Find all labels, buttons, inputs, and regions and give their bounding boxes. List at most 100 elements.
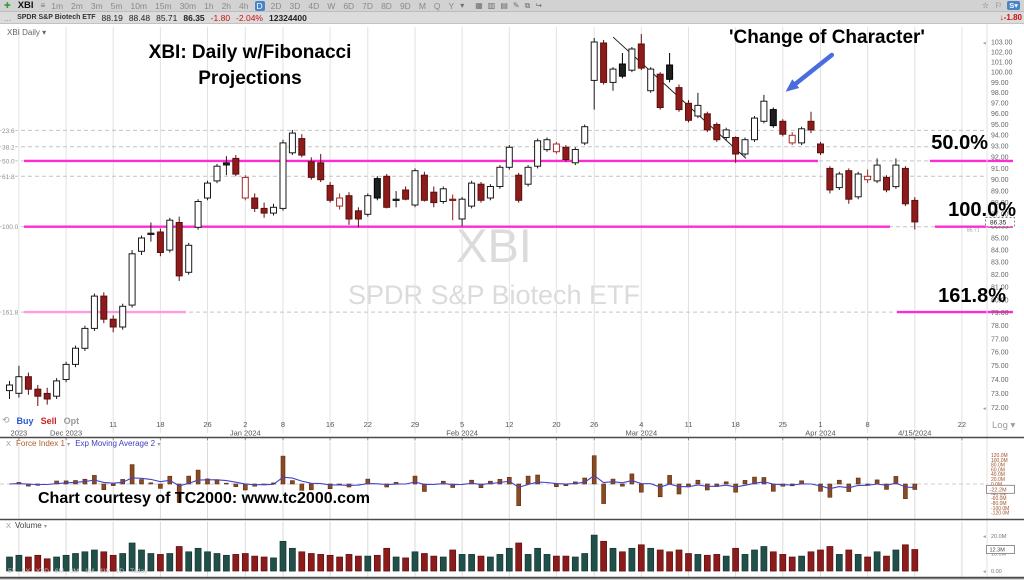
timeframe-2m[interactable]: 2m bbox=[71, 0, 83, 11]
timeframe-4D[interactable]: 4D bbox=[308, 0, 320, 11]
timeframe-D[interactable]: D bbox=[254, 0, 265, 11]
svg-text:◂: ◂ bbox=[983, 40, 986, 46]
chart-area: XBI SPDR S&P Biotech ETF 23.6 38.2 50.0 61.… bbox=[0, 24, 1024, 580]
svg-text:92.00: 92.00 bbox=[991, 155, 1009, 162]
trade-buttons: ⟲ Buy Sell Opt bbox=[2, 415, 79, 426]
timeframe-3D[interactable]: 3D bbox=[289, 0, 301, 11]
quote-low: 85.71 bbox=[156, 12, 178, 23]
timeframe-1h[interactable]: 1h bbox=[204, 0, 214, 11]
timeframe-M[interactable]: M bbox=[418, 0, 426, 11]
share-icon[interactable]: ↪ bbox=[535, 0, 543, 10]
options-button[interactable]: Opt bbox=[63, 415, 80, 426]
sell-button[interactable]: Sell bbox=[40, 415, 57, 426]
draw-icon[interactable]: ✎ bbox=[512, 0, 520, 10]
volume-close-button[interactable]: X bbox=[6, 521, 12, 530]
svg-text:80.00: 80.00 bbox=[991, 297, 1009, 304]
timeframe-list: 1m 2m 3m 5m 10m 15m 30m 1h 2h 4h D 2D 3D 4D W 6D 7D 8D 9D M… bbox=[49, 0, 456, 11]
timeframe-5m[interactable]: 5m bbox=[110, 0, 123, 11]
caret-down-icon[interactable]: ▾ bbox=[460, 1, 465, 10]
timeframe-3m[interactable]: 3m bbox=[90, 0, 103, 11]
svg-text:78.00: 78.00 bbox=[991, 323, 1009, 330]
svg-text:Dec 2023: Dec 2023 bbox=[50, 429, 82, 438]
svg-text:26: 26 bbox=[203, 420, 211, 429]
svg-text:84.00: 84.00 bbox=[991, 248, 1009, 255]
svg-text:100.0M: 100.0M bbox=[991, 458, 1008, 464]
svg-text:29: 29 bbox=[411, 420, 419, 429]
svg-text:-100.0M: -100.0M bbox=[991, 506, 1009, 512]
log-scale-toggle[interactable]: Log ▾ bbox=[992, 420, 1016, 431]
ema-label[interactable]: Exp Moving Average 2 ▾ bbox=[75, 439, 161, 448]
volume-toggle-icon[interactable]: ▥ bbox=[487, 0, 496, 10]
range-button-ytd[interactable]: YTD bbox=[35, 568, 49, 575]
svg-text:Mar 2024: Mar 2024 bbox=[625, 429, 657, 438]
svg-text:◂: ◂ bbox=[983, 534, 986, 540]
svg-text:120.0M: 120.0M bbox=[991, 453, 1008, 459]
svg-text:Jan 2024: Jan 2024 bbox=[230, 429, 261, 438]
flag-icon[interactable]: ⚐ bbox=[995, 1, 1003, 10]
timeframe-9D[interactable]: 9D bbox=[399, 0, 411, 11]
svg-text:96.00: 96.00 bbox=[991, 111, 1009, 118]
panel-separators[interactable] bbox=[0, 436, 1024, 580]
quote-open: 88.19 bbox=[101, 12, 123, 23]
price-axis[interactable]: 72.00 ◂ 73.00 74.00 75.00 76.00 77.00 78.00 79.0… bbox=[967, 24, 1015, 577]
timeframe-Q[interactable]: Q bbox=[433, 0, 441, 11]
svg-text:5: 5 bbox=[460, 420, 464, 429]
notes-icon[interactable]: ▤ bbox=[500, 0, 508, 10]
range-button-1m[interactable]: 1M bbox=[84, 568, 94, 575]
fib-retracement-lines: 23.6 38.2 50.0 61.8 100.0 161.8 bbox=[0, 127, 986, 318]
range-button-5y[interactable]: 5Y bbox=[8, 568, 16, 575]
svg-text:75.00: 75.00 bbox=[991, 363, 1009, 370]
change-of-character-annotation: 'Change of Character' bbox=[729, 27, 925, 48]
fib-161-label: 161.8% bbox=[938, 285, 1006, 307]
svg-text:61.8: 61.8 bbox=[2, 174, 15, 181]
range-button-1d[interactable]: 1D bbox=[115, 568, 125, 575]
timeframe-8D[interactable]: 8D bbox=[381, 0, 392, 11]
chart-style-icon[interactable]: ▦ bbox=[475, 0, 483, 10]
add-symbol-icon: ✚ bbox=[4, 1, 11, 10]
svg-text:2: 2 bbox=[243, 420, 247, 429]
timeframe-W[interactable]: W bbox=[327, 0, 336, 11]
range-button-6m[interactable]: 6M bbox=[54, 568, 64, 575]
sort-badge[interactable]: S▾ bbox=[1007, 1, 1020, 10]
range-button-1w[interactable]: 1W bbox=[100, 568, 110, 575]
security-name: SPDR S&P Biotech ETF bbox=[17, 14, 96, 21]
trade-refresh-icon[interactable]: ⟲ bbox=[2, 415, 10, 425]
force-index-close-button[interactable]: X bbox=[6, 439, 12, 448]
timeframe-30m[interactable]: 30m bbox=[179, 0, 197, 11]
svg-text:Feb 2024: Feb 2024 bbox=[446, 429, 478, 438]
svg-text:88.00: 88.00 bbox=[991, 200, 1009, 207]
timeframe-10m[interactable]: 10m bbox=[130, 0, 148, 11]
quote-change-pct: -2.04% bbox=[236, 12, 263, 23]
buy-button[interactable]: Buy bbox=[16, 415, 34, 426]
menu-icon[interactable]: ≡ bbox=[40, 1, 46, 10]
quote-change: -1.80 bbox=[210, 12, 231, 23]
force-index-label[interactable]: Force Index 1 ▾ bbox=[16, 439, 71, 448]
volume-label[interactable]: Volume ▾ bbox=[15, 521, 47, 530]
svg-text:20.0M: 20.0M bbox=[991, 477, 1005, 483]
timeframe-2D[interactable]: 2D bbox=[270, 0, 282, 11]
timeframe-15m[interactable]: 15m bbox=[155, 0, 172, 11]
svg-text:72.00: 72.00 bbox=[991, 405, 1009, 412]
quote-ellipsis[interactable]: ... bbox=[4, 12, 12, 23]
timeframe-6D[interactable]: 6D bbox=[343, 0, 355, 11]
symbol-label[interactable]: XBI bbox=[17, 0, 34, 11]
svg-text:91.00: 91.00 bbox=[991, 166, 1009, 173]
timeframe-1m[interactable]: 1m bbox=[51, 0, 64, 11]
range-button-3m[interactable]: 3M bbox=[69, 568, 79, 575]
favorite-star-icon[interactable]: ☆ bbox=[981, 1, 990, 10]
svg-text:18: 18 bbox=[731, 420, 739, 429]
svg-text:80.0M: 80.0M bbox=[991, 463, 1005, 469]
timeframe-7D[interactable]: 7D bbox=[362, 0, 374, 11]
range-button-today[interactable]: Today bbox=[130, 568, 148, 575]
svg-text:94.00: 94.00 bbox=[991, 133, 1009, 140]
svg-text:89.00: 89.00 bbox=[991, 189, 1009, 196]
timeframe-2h[interactable]: 2h bbox=[221, 0, 232, 11]
layers-icon[interactable]: ⧉ bbox=[524, 0, 531, 10]
timeframe-4h[interactable]: 4h bbox=[239, 0, 249, 11]
svg-text:60.0M: 60.0M bbox=[991, 467, 1005, 473]
timeframe-Y[interactable]: Y bbox=[448, 0, 455, 11]
range-button-1y[interactable]: 1Y bbox=[21, 568, 30, 575]
chart-panel-label[interactable]: XBI Daily ▾ bbox=[7, 28, 47, 37]
